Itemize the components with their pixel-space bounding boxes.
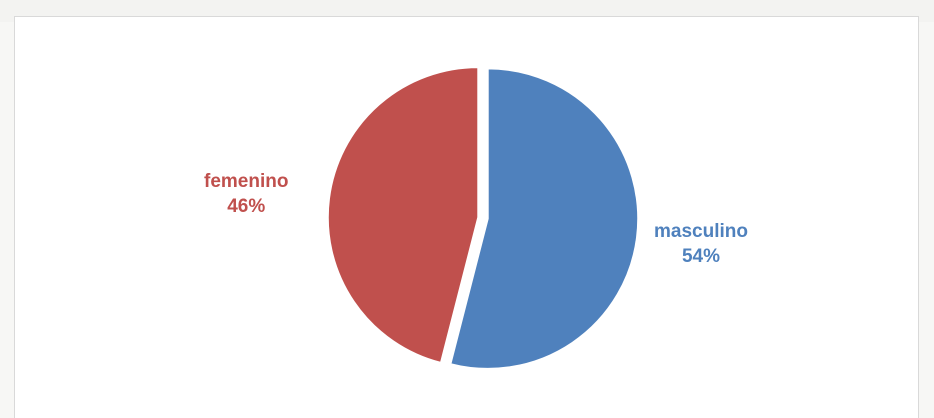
slice-label-masculino: masculino 54% bbox=[654, 219, 748, 269]
pie-slice-femenino bbox=[327, 66, 479, 364]
slice-category-femenino: femenino bbox=[204, 171, 289, 192]
slice-percent-masculino: 54% bbox=[681, 246, 720, 267]
page-margin-left bbox=[0, 22, 14, 418]
slice-percent-femenino: 46% bbox=[227, 196, 266, 217]
slice-category-masculino: masculino bbox=[654, 221, 748, 242]
slice-label-femenino: femenino 46% bbox=[204, 169, 288, 219]
pie-slice-masculino bbox=[449, 67, 639, 370]
page-margin-right bbox=[919, 22, 934, 418]
